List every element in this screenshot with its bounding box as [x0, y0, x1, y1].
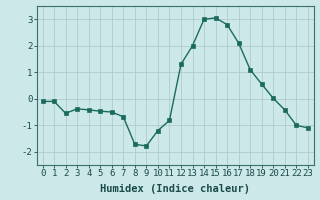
- X-axis label: Humidex (Indice chaleur): Humidex (Indice chaleur): [100, 184, 250, 194]
